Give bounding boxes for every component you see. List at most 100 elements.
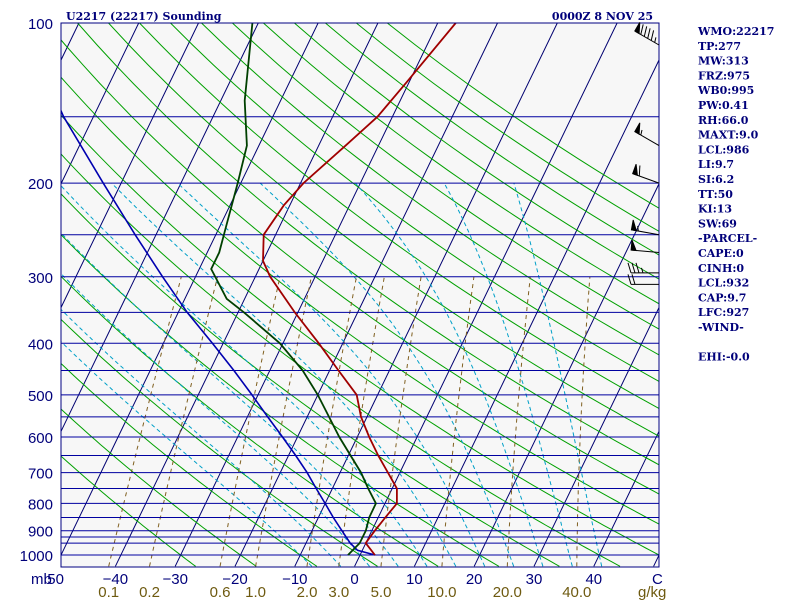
index-line: LFC:927 (698, 306, 749, 319)
wind-barb-half-feather (641, 267, 644, 274)
mixing-ratio-unit-label: g/kg (638, 584, 666, 600)
dry-adiabat-line (61, 455, 196, 567)
mixing-ratio-line (576, 276, 591, 567)
index-line: EHI:-0.0 (698, 351, 750, 364)
index-line: KI:13 (698, 203, 732, 216)
temperature-tick-label: 30 (526, 571, 543, 588)
temperature-tick-label: −10 (282, 571, 307, 588)
index-line: CINH:0 (698, 262, 744, 275)
temperature-tick-label: −40 (103, 571, 128, 588)
wind-barb-half-feather (654, 37, 657, 43)
wind-barb-flag (630, 239, 637, 252)
dry-adiabat-line (232, 23, 659, 330)
index-line: -WIND- (698, 321, 744, 334)
temperature-tick-label: 20 (466, 571, 483, 588)
dry-adiabat-line (294, 23, 659, 280)
wind-barb (630, 239, 660, 253)
temperature-tick-label: −20 (222, 571, 247, 588)
dry-adiabat-line (61, 362, 318, 567)
moist-adiabat-line (355, 182, 544, 567)
index-line: SI:6.2 (698, 173, 734, 186)
index-line: CAP:9.7 (698, 291, 746, 304)
temperature-tick-label: −30 (162, 571, 187, 588)
dry-adiabat-line (325, 23, 659, 256)
moist-adiabat-line (61, 340, 313, 567)
dry-adiabat-line (61, 153, 621, 567)
dry-adiabat-line (61, 114, 659, 556)
mixing-ratio-tick-label: 3.0 (328, 584, 349, 600)
pressure-tick-label: 500 (28, 388, 53, 405)
mixing-ratio-line (108, 276, 182, 567)
temperature-unit-label: C (652, 571, 663, 588)
dry-adiabat-line (61, 275, 439, 567)
wind-barb (634, 122, 660, 147)
mixing-ratio-tick-label: 0.2 (139, 584, 160, 600)
dry-adiabat-line (61, 318, 378, 567)
isotherm-line (354, 23, 618, 567)
wind-barb-feather (650, 30, 655, 41)
wind-barb-feather (635, 262, 640, 274)
pressure-unit-label: mb (31, 571, 52, 588)
mixing-ratio-line (441, 276, 475, 567)
isotherm-line (114, 23, 379, 567)
pressure-tick-label: 300 (28, 270, 53, 287)
chart-timestamp: 0000Z 8 NOV 25 (552, 10, 653, 23)
mixing-ratio-tick-label: 0.6 (210, 584, 231, 600)
index-line: -PARCEL- (698, 232, 757, 245)
pressure-tick-label: 1000 (20, 548, 53, 565)
isotherm-line (533, 306, 659, 567)
isotherm-line (473, 182, 659, 567)
wind-barb (627, 274, 659, 285)
moist-adiabat-line (111, 182, 457, 567)
moist-adiabat-line (61, 272, 370, 567)
isotherm-line (61, 23, 140, 185)
wind-barb-feather (627, 262, 632, 274)
temperature-axis: 50 −40 −30 −20 −10 0 10 20 30 40 (47, 571, 602, 588)
mixing-ratio-tick-label: 40.0 (562, 584, 591, 600)
mixing-ratio-lines (108, 276, 591, 567)
index-line: WMO:22217 (697, 25, 774, 38)
mixing-ratio-line (506, 276, 531, 567)
isotherm-line (61, 23, 199, 309)
temperature-trace-line (262, 23, 457, 556)
index-line: FRZ:975 (698, 69, 750, 82)
moist-adiabat-line (177, 182, 486, 567)
wind-barb-flag (634, 22, 641, 35)
wind-barb-flag (634, 122, 641, 135)
mixing-ratio-tick-label: 5.0 (371, 584, 392, 600)
dry-adiabat-line (201, 23, 659, 356)
index-line: LCL:932 (698, 277, 749, 290)
isotherm-line (61, 23, 259, 433)
wind-barbs (627, 22, 660, 285)
wind-barb-feather (627, 274, 632, 285)
wind-barb (630, 219, 660, 236)
index-line: TP:277 (698, 40, 741, 53)
chart-title: U2217 (22217) Sounding (66, 10, 222, 23)
index-line: TT:50 (698, 188, 733, 201)
temperature-tick-label: 0 (350, 571, 358, 588)
wind-barb-feather (638, 165, 641, 177)
wind-barb-half-feather (637, 225, 639, 232)
mixing-ratio-tick-label: 2.0 (297, 584, 318, 600)
temperature-tick-label: 40 (585, 571, 602, 588)
isotherm-line (593, 430, 659, 567)
dry-adiabat-line (108, 23, 659, 437)
index-line: MW:313 (698, 55, 749, 68)
wind-barb (627, 262, 659, 274)
temperature-tick-label: 50 (47, 571, 64, 588)
wind-barb-flag (630, 219, 638, 232)
isotherm-lines (61, 23, 659, 567)
pressure-tick-label: 600 (28, 430, 53, 447)
index-line: LCL:986 (698, 143, 750, 156)
pressure-tick-label: 800 (28, 496, 53, 513)
sounding-profiles (61, 23, 457, 556)
pressure-tick-label: 700 (28, 466, 53, 483)
index-line: LI:9.7 (698, 158, 734, 171)
wind-barb-flag (632, 164, 638, 177)
plot-frame (60, 22, 660, 568)
moist-adiabat-line (443, 182, 573, 567)
wind-barb-feather (647, 28, 651, 39)
mixing-ratio-line (306, 276, 357, 567)
dry-adiabat-line (61, 408, 257, 567)
wind-barb-feather (631, 262, 636, 274)
